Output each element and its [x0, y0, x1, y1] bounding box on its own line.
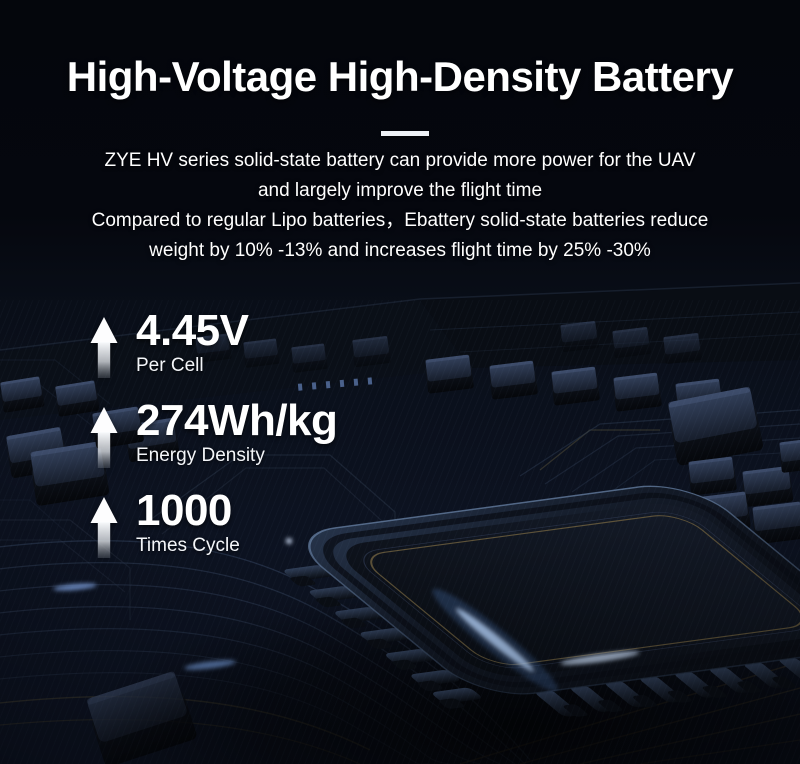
description: ZYE HV series solid-state battery can pr… [0, 146, 800, 266]
page-title: High-Voltage High-Density Battery [66, 53, 734, 100]
description-line: ZYE HV series solid-state battery can pr… [104, 150, 696, 171]
description-line: and largely improve the flight time [257, 180, 543, 201]
description-line: Compared to regular Lipo batteries，Ebatt… [91, 210, 709, 231]
description-line: weight by 10% -13% and increases flight … [149, 240, 651, 261]
title-divider [381, 131, 429, 136]
